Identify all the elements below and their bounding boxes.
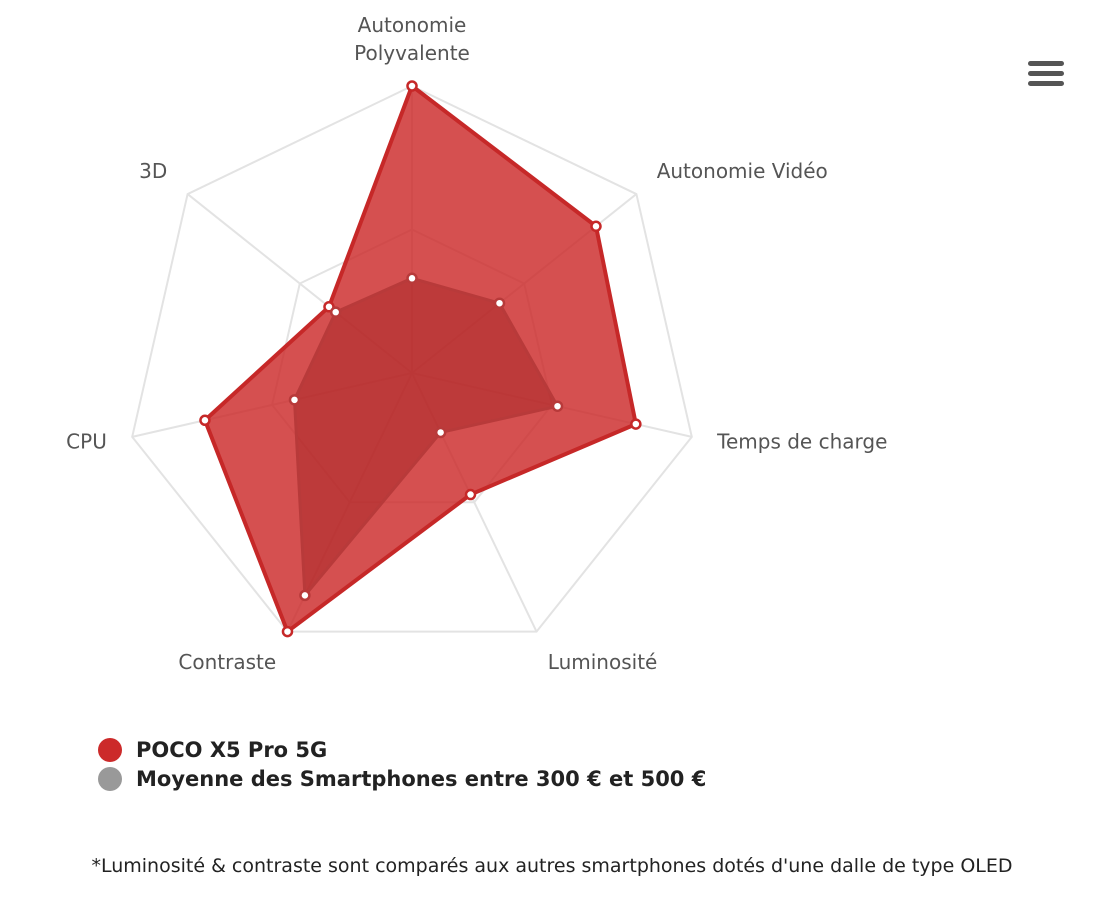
radar-axis-labels: Autonomie Polyvalente Autonomie Vidéo Temps… [66, 13, 887, 674]
data-point[interactable] [630, 418, 642, 430]
data-point[interactable] [493, 297, 506, 309]
hamburger-menu-icon [1028, 60, 1064, 66]
series-average [288, 272, 564, 602]
data-point[interactable] [434, 426, 447, 439]
legend-label-poco: POCO X5 Pro 5G [136, 737, 328, 762]
data-point[interactable] [551, 400, 564, 412]
data-point[interactable] [590, 220, 602, 233]
radar-plot-area: Autonomie Polyvalente Autonomie Vidéo Temps… [66, 13, 887, 674]
legend-item-poco[interactable]: POCO X5 Pro 5G [98, 735, 706, 764]
hamburger-menu-icon-bar [1028, 80, 1064, 86]
data-point[interactable] [406, 272, 418, 285]
legend-swatch-average [98, 766, 122, 791]
radar-series-layer [199, 80, 642, 638]
axis-label: 3D [139, 159, 167, 183]
chart-footnote: *Luminosité & contraste sont comparés au… [91, 855, 1013, 877]
data-point[interactable] [464, 488, 477, 501]
chart-menu-button[interactable] [1026, 56, 1066, 90]
axis-label: Temps de charge [716, 430, 887, 454]
axis-label: CPU [66, 430, 107, 454]
chart-legend: POCO X5 Pro 5G Moyenne des Smartphones e… [98, 735, 706, 793]
series-area-average [292, 276, 559, 597]
legend-item-average[interactable]: Moyenne des Smartphones entre 300 € et 5… [98, 764, 706, 793]
data-point[interactable] [288, 394, 301, 406]
legend-label-average: Moyenne des Smartphones entre 300 € et 5… [136, 766, 707, 791]
data-point[interactable] [406, 80, 418, 92]
data-point[interactable] [299, 589, 311, 602]
axis-label: Polyvalente [354, 41, 470, 65]
data-point[interactable] [329, 306, 342, 318]
legend-swatch-poco [98, 737, 122, 762]
data-point[interactable] [199, 414, 211, 427]
axis-label: Contraste [178, 650, 276, 674]
hamburger-menu-icon-bar [1028, 70, 1064, 76]
axis-label: Autonomie Vidéo [657, 159, 828, 183]
axis-label: Autonomie [358, 13, 467, 37]
data-point[interactable] [281, 625, 294, 638]
grid-ring-2 [131, 84, 693, 633]
axis-label: Luminosité [548, 650, 658, 674]
